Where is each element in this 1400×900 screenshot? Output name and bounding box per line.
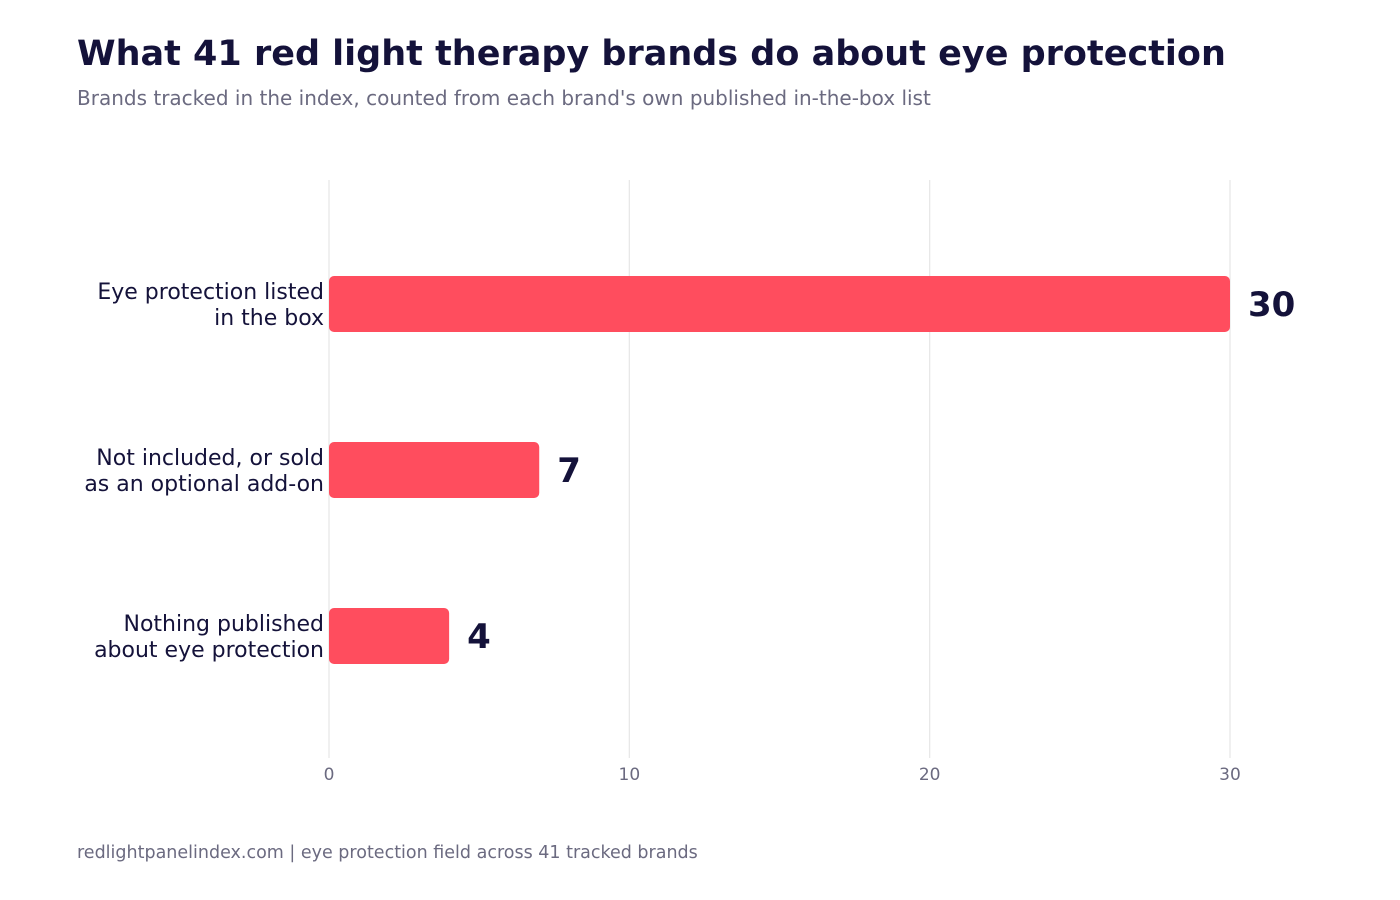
category-label-line: about eye protection — [94, 638, 324, 663]
bar-value-label: 4 — [467, 617, 491, 657]
x-tick-label: 0 — [324, 765, 335, 785]
category-label-line: Nothing published — [123, 612, 324, 637]
x-tick-label: 30 — [1219, 765, 1241, 785]
category-label-line: in the box — [214, 306, 324, 331]
bar — [329, 276, 1230, 332]
bar — [329, 442, 540, 498]
chart-title: What 41 red light therapy brands do abou… — [77, 34, 1226, 74]
bar — [329, 608, 450, 664]
labels: 0 10 20 30 30 Eye protection listed in the box… — [84, 280, 1295, 785]
bar-value-label: 30 — [1248, 285, 1295, 325]
bar-value-label: 7 — [557, 451, 581, 491]
bars — [329, 276, 1230, 664]
x-tick-label: 20 — [919, 765, 941, 785]
category-label-line: Eye protection listed — [97, 280, 324, 305]
category-label: Nothing published about eye protection — [94, 612, 324, 663]
chart-subtitle: Brands tracked in the index, counted fro… — [77, 86, 931, 110]
category-label-line: as an optional add-on — [84, 472, 324, 497]
x-tick-label: 10 — [619, 765, 641, 785]
category-label-line: Not included, or sold — [96, 446, 324, 471]
chart-footer: redlightpanelindex.com | eye protection … — [77, 843, 698, 863]
category-label: Eye protection listed in the box — [97, 280, 324, 331]
category-label: Not included, or sold as an optional add-… — [84, 446, 324, 497]
